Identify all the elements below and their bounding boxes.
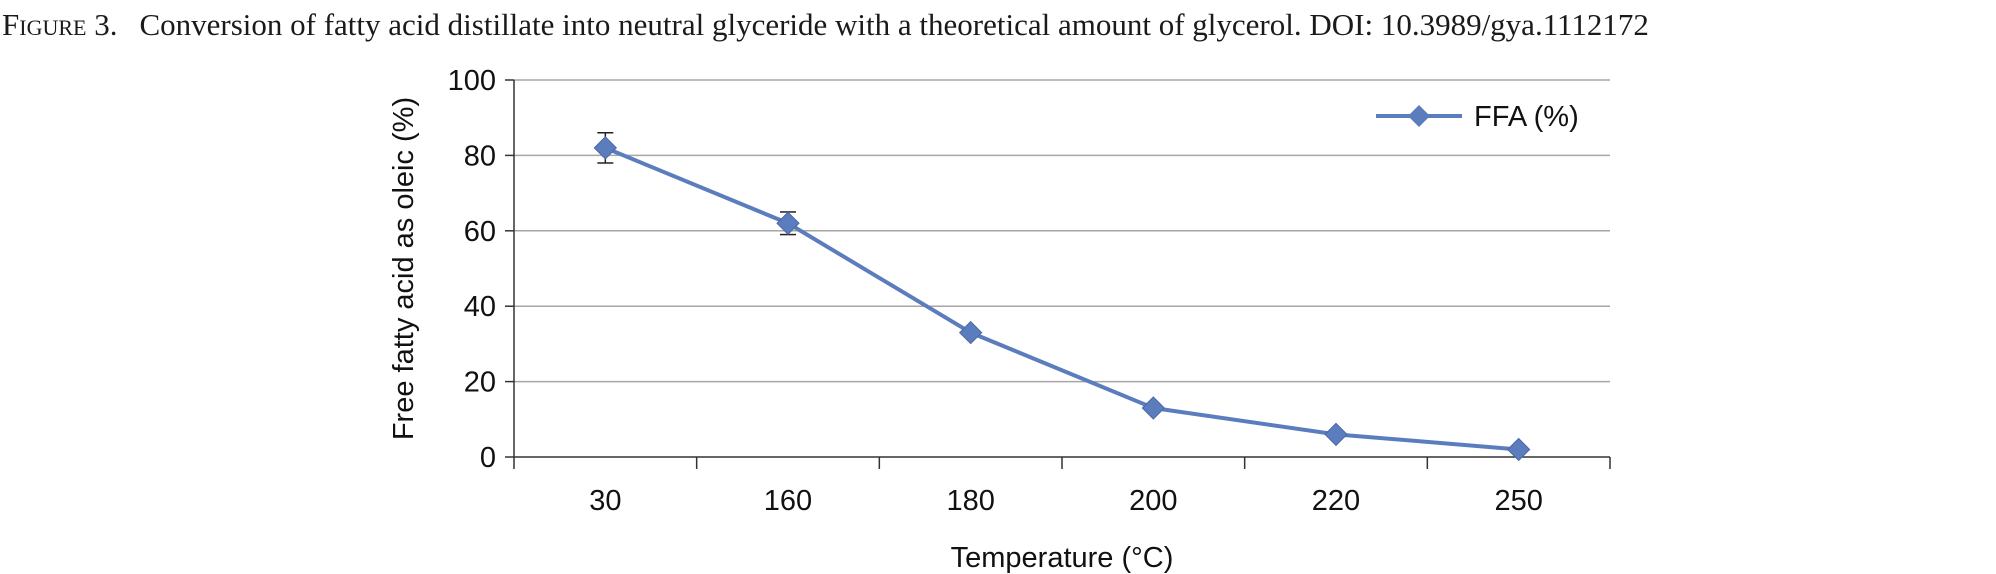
legend-diamond-marker (1408, 105, 1430, 127)
y-tick-label: 0 (480, 442, 496, 474)
y-axis-title: Free fatty acid as oleic (%) (388, 97, 420, 440)
x-tick-label: 180 (946, 485, 994, 517)
x-tick-label: 220 (1312, 485, 1360, 517)
series-ffa (593, 132, 1531, 462)
x-tick-label: 250 (1494, 485, 1542, 517)
axes (505, 79, 1611, 469)
data-point-diamond (1506, 437, 1531, 462)
figure-caption-text: Conversion of fatty acid distillate into… (139, 7, 1649, 42)
figure-caption: Figure 3. Conversion of fatty acid distil… (2, 6, 1992, 43)
y-tick-label: 80 (464, 140, 496, 172)
data-point-diamond (1324, 422, 1348, 447)
data-point-diamond (593, 136, 618, 160)
x-tick-label: 200 (1129, 485, 1177, 517)
y-tick-label: 60 (464, 216, 496, 248)
series-line (604, 146, 1519, 452)
y-tick-label: 100 (448, 65, 496, 97)
data-point-diamond (958, 320, 983, 345)
gridlines (514, 79, 1610, 383)
x-tick-label: 30 (589, 485, 621, 517)
y-tick-label: 20 (464, 367, 496, 399)
x-tick-label: 160 (764, 485, 812, 517)
y-tick-label: 40 (464, 291, 496, 323)
legend: FFA (%) (1376, 101, 1579, 133)
data-point-diamond (1141, 396, 1166, 420)
data-point-diamond (776, 211, 800, 235)
figure-label: Figure 3. (2, 7, 118, 42)
x-axis-title: Temperature (°C) (951, 542, 1174, 574)
legend-entry-ffa: FFA (%) (1474, 101, 1579, 133)
tick-labels: 0 20 40 60 80 100 30 160 180 200 220 250 (448, 65, 1543, 517)
